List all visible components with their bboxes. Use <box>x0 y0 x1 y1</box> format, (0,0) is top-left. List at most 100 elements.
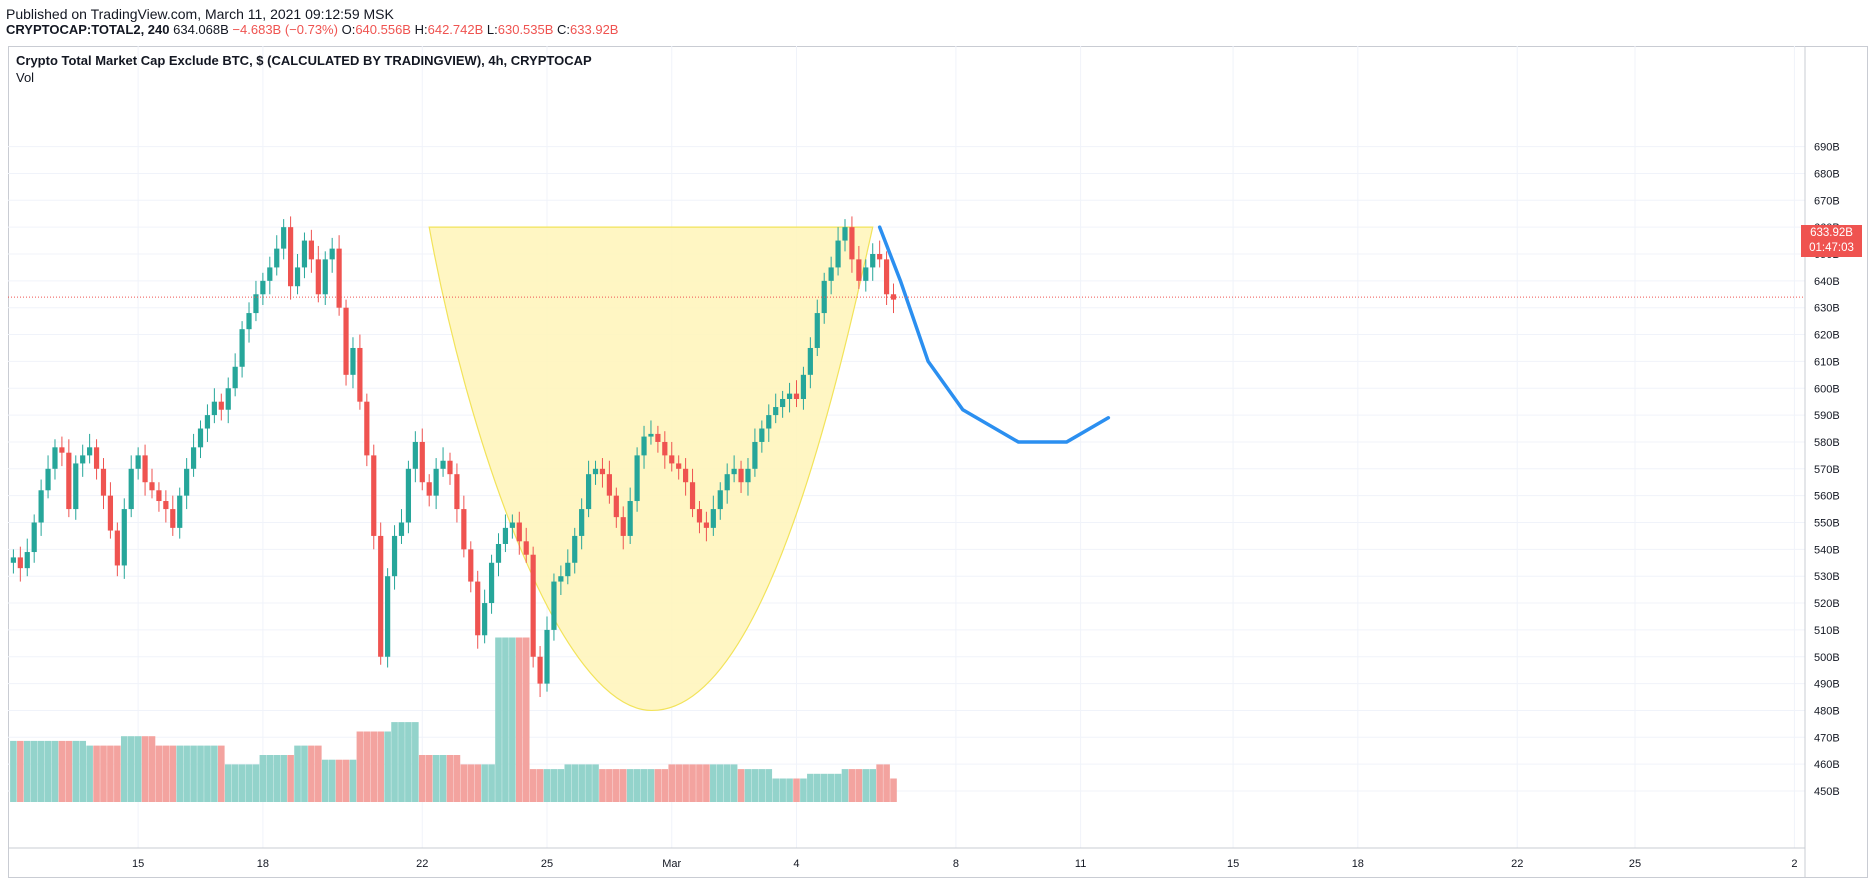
volume-bar <box>550 769 558 802</box>
candle-body <box>454 474 460 510</box>
candle-body <box>260 280 266 295</box>
low-value: 630.535B <box>497 22 554 37</box>
time-tick-label: 22 <box>1511 858 1523 870</box>
volume-bar <box>772 778 779 802</box>
volume-bar <box>30 740 38 802</box>
candle-body <box>225 388 231 410</box>
time-tick-label: 8 <box>953 858 959 870</box>
volume-bar <box>564 764 572 802</box>
chart-title: Crypto Total Market Cap Exclude BTC, $ (… <box>16 53 592 68</box>
volume-bar <box>696 764 703 802</box>
volume-bar <box>543 769 551 802</box>
volume-bar <box>301 745 308 802</box>
last-price: 634.068B <box>173 22 229 37</box>
candle-body <box>863 267 869 281</box>
symbol-label[interactable]: CRYPTOCAP:TOTAL2, 240 <box>6 22 170 37</box>
candle-body <box>336 248 342 308</box>
candle-body <box>773 407 779 416</box>
price-tick-label: 680B <box>1814 168 1840 180</box>
volume-bar <box>51 740 59 802</box>
chart-frame <box>8 46 1868 878</box>
price-tick-label: 590B <box>1814 410 1840 422</box>
price-chart[interactable]: 450B 460B 470B 480B 490B 500B 510B 520B 530B 540B… <box>8 46 1868 878</box>
candle-body <box>121 509 127 566</box>
volume-bar <box>890 778 897 802</box>
volume-bar <box>481 764 488 802</box>
candle-body <box>59 447 65 453</box>
candle-body <box>364 401 370 456</box>
candle-body <box>544 629 550 684</box>
volume-bar <box>370 731 378 802</box>
candle-body <box>114 530 120 566</box>
price-tick-label: 600B <box>1814 383 1840 395</box>
volume-bar <box>758 769 766 802</box>
candle-body <box>683 468 689 483</box>
price-tick-label: 560B <box>1814 491 1840 503</box>
candle-body <box>315 259 321 295</box>
volume-bar <box>800 778 807 802</box>
volume-bar <box>169 745 177 802</box>
volume-bar <box>176 745 184 802</box>
volume-bar <box>10 740 17 802</box>
volume-bars <box>10 637 897 802</box>
volume-bar <box>827 773 835 802</box>
volume-bar <box>37 740 45 802</box>
volume-bar <box>578 764 585 802</box>
time-axis[interactable]: 15 18 22 25 Mar 4 8 11 15 18 22 25 2 <box>8 847 1805 870</box>
price-axis[interactable]: 450B 460B 470B 480B 490B 500B 510B 520B 530B 540B… <box>1804 46 1840 878</box>
volume-bar <box>23 740 31 802</box>
high-value: 642.742B <box>427 22 484 37</box>
volume-bar <box>509 637 516 802</box>
candle-body <box>523 541 529 555</box>
last-price-tag: 633.92B 01:47:03 <box>1801 225 1862 257</box>
volume-bar <box>571 764 579 802</box>
candle-body <box>793 393 800 399</box>
volume-bar <box>398 722 405 802</box>
volume-bar <box>467 764 475 802</box>
candle-body <box>579 509 585 536</box>
volume-bar <box>100 745 107 802</box>
projection-curve[interactable] <box>877 225 1111 444</box>
volume-bar <box>689 764 696 802</box>
candle-body <box>100 468 107 496</box>
volume-bar <box>613 769 620 802</box>
candle-body <box>135 455 141 469</box>
volume-bar <box>710 764 717 802</box>
price-tick-label: 490B <box>1814 679 1840 691</box>
volume-bar <box>606 769 613 802</box>
candle-body <box>482 603 488 636</box>
candle-body <box>620 517 626 536</box>
candle-body <box>662 441 668 456</box>
volume-bar <box>363 731 371 802</box>
candle-body <box>599 468 606 475</box>
volume-bar <box>834 773 842 802</box>
volume-bar <box>349 759 357 802</box>
candle-body <box>814 313 820 348</box>
candle-body <box>786 393 793 399</box>
ohlc-bar: CRYPTOCAP:TOTAL2, 240 634.068B −4.683B (… <box>6 22 618 37</box>
volume-bar <box>266 755 274 802</box>
candle-body <box>350 347 356 375</box>
cup-pattern[interactable] <box>428 226 874 712</box>
close-value: 633.92B <box>570 22 619 37</box>
candle-body <box>516 522 522 542</box>
candle-body <box>780 398 786 408</box>
volume-bar <box>661 769 669 802</box>
candle-body <box>204 415 211 429</box>
candle-body <box>45 468 51 491</box>
candle-body <box>717 490 723 510</box>
volume-bar <box>412 722 419 802</box>
candle-body <box>107 495 114 531</box>
candle-body <box>676 463 682 469</box>
change-value: −4.683B (−0.73%) <box>232 22 338 37</box>
candle-body <box>232 366 238 389</box>
candle-body <box>856 259 862 281</box>
candle-body <box>766 415 772 429</box>
time-tick-label: 22 <box>416 858 428 870</box>
candle-body <box>385 576 391 657</box>
candle-body <box>433 468 439 496</box>
candle-body <box>197 428 204 448</box>
volume-bar <box>120 736 128 802</box>
price-tick-label: 610B <box>1814 356 1840 368</box>
volume-bar <box>335 759 343 802</box>
